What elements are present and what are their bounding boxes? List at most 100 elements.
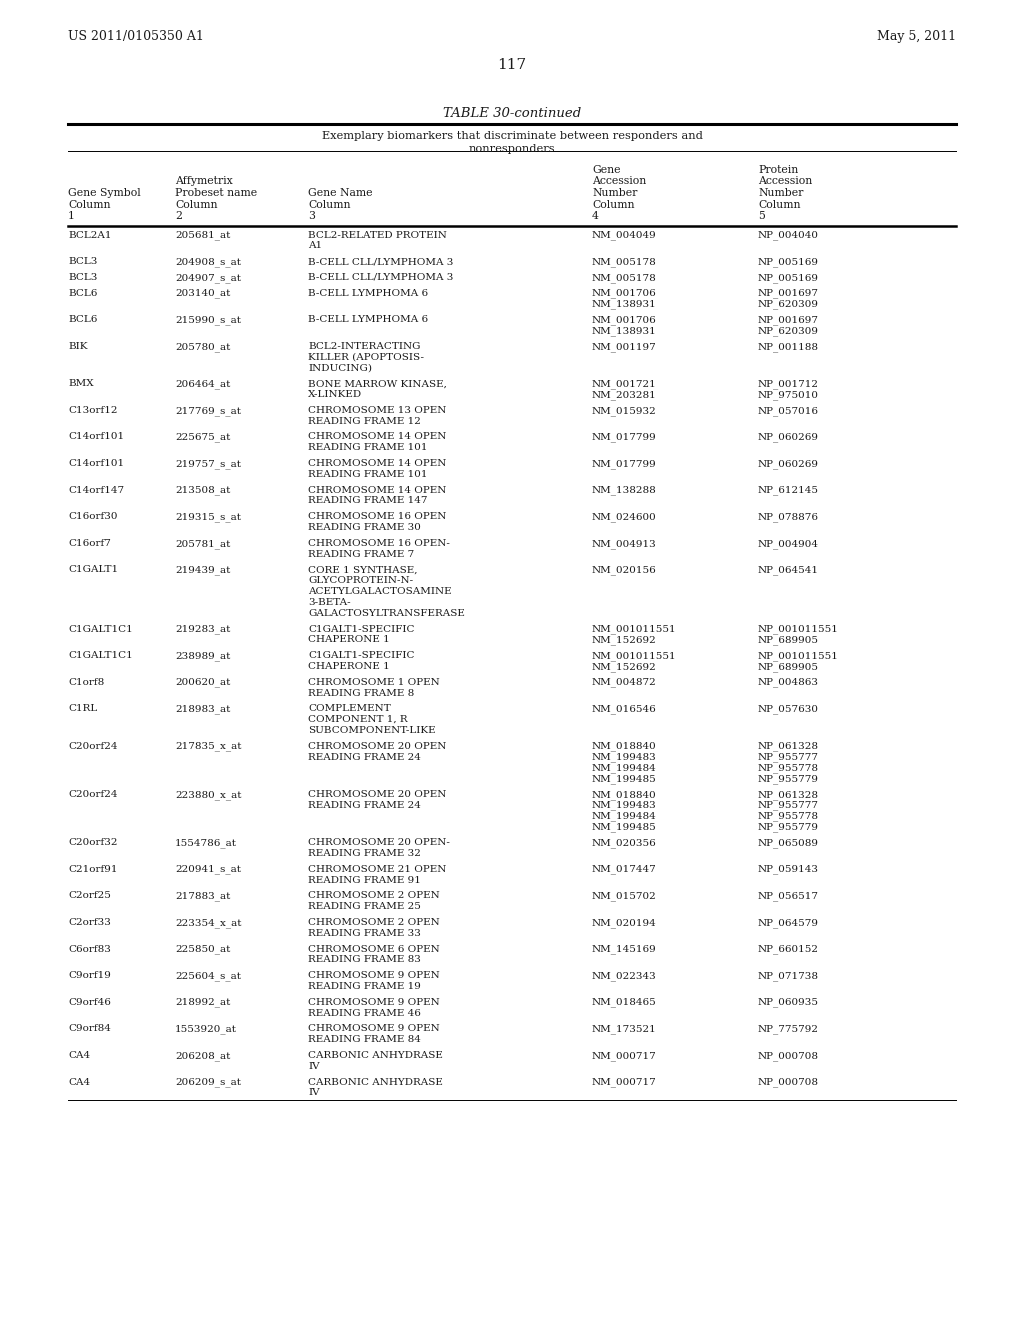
Text: 5: 5 [758,211,765,220]
Text: READING FRAME 24: READING FRAME 24 [308,752,421,762]
Text: C6orf83: C6orf83 [68,945,111,953]
Text: 4: 4 [592,211,599,220]
Text: GALACTOSYLTRANSFERASE: GALACTOSYLTRANSFERASE [308,609,465,618]
Text: SUBCOMPONENT-LIKE: SUBCOMPONENT-LIKE [308,726,435,735]
Text: IV: IV [308,1061,319,1071]
Text: NP_001011551: NP_001011551 [758,651,839,661]
Text: C16orf7: C16orf7 [68,539,111,548]
Text: NM_001011551: NM_001011551 [592,651,677,661]
Text: NM_020356: NM_020356 [592,838,656,847]
Text: C16orf30: C16orf30 [68,512,118,521]
Text: Gene: Gene [592,165,621,176]
Text: GLYCOPROTEIN-N-: GLYCOPROTEIN-N- [308,577,413,585]
Text: 217769_s_at: 217769_s_at [175,405,241,416]
Text: NP_620309: NP_620309 [758,326,819,335]
Text: C1orf8: C1orf8 [68,677,104,686]
Text: NM_005178: NM_005178 [592,273,656,282]
Text: NP_955779: NP_955779 [758,822,819,832]
Text: NM_138288: NM_138288 [592,486,656,495]
Text: NP_060269: NP_060269 [758,433,819,442]
Text: 2: 2 [175,211,182,220]
Text: INDUCING): INDUCING) [308,363,372,372]
Text: BCL6: BCL6 [68,289,97,298]
Text: C1GALT1-SPECIFIC: C1GALT1-SPECIFIC [308,624,415,634]
Text: READING FRAME 19: READING FRAME 19 [308,982,421,991]
Text: NP_955777: NP_955777 [758,752,819,762]
Text: READING FRAME 30: READING FRAME 30 [308,523,421,532]
Text: 223880_x_at: 223880_x_at [175,789,242,800]
Text: CHROMOSOME 16 OPEN: CHROMOSOME 16 OPEN [308,512,446,521]
Text: BIK: BIK [68,342,87,351]
Text: C1GALT1: C1GALT1 [68,565,118,574]
Text: NP_061328: NP_061328 [758,742,819,751]
Text: 205781_at: 205781_at [175,539,230,549]
Text: NP_057630: NP_057630 [758,705,819,714]
Text: NP_004904: NP_004904 [758,539,819,549]
Text: CHROMOSOME 2 OPEN: CHROMOSOME 2 OPEN [308,917,439,927]
Text: NM_001706: NM_001706 [592,289,656,298]
Text: READING FRAME 101: READING FRAME 101 [308,470,427,479]
Text: Column: Column [68,199,111,210]
Text: CA4: CA4 [68,1051,90,1060]
Text: C21orf91: C21orf91 [68,865,118,874]
Text: 3-BETA-: 3-BETA- [308,598,350,607]
Text: READING FRAME 147: READING FRAME 147 [308,496,427,506]
Text: C20orf24: C20orf24 [68,742,118,751]
Text: NP_689905: NP_689905 [758,635,819,645]
Text: NP_001011551: NP_001011551 [758,624,839,634]
Text: Column: Column [308,199,350,210]
Text: CHROMOSOME 9 OPEN: CHROMOSOME 9 OPEN [308,972,439,981]
Text: 219757_s_at: 219757_s_at [175,459,241,469]
Text: NP_000708: NP_000708 [758,1051,819,1060]
Text: NP_000708: NP_000708 [758,1077,819,1088]
Text: READING FRAME 101: READING FRAME 101 [308,444,427,453]
Text: Exemplary biomarkers that discriminate between responders and: Exemplary biomarkers that discriminate b… [322,131,702,141]
Text: CORE 1 SYNTHASE,: CORE 1 SYNTHASE, [308,565,418,574]
Text: NM_015702: NM_015702 [592,891,656,902]
Text: NM_017799: NM_017799 [592,459,656,469]
Text: 218992_at: 218992_at [175,998,230,1007]
Text: NP_001697: NP_001697 [758,315,819,325]
Text: 1553920_at: 1553920_at [175,1024,237,1034]
Text: 225604_s_at: 225604_s_at [175,972,241,981]
Text: NM_203281: NM_203281 [592,391,656,400]
Text: Number: Number [592,187,637,198]
Text: C2orf33: C2orf33 [68,917,111,927]
Text: CHROMOSOME 9 OPEN: CHROMOSOME 9 OPEN [308,998,439,1007]
Text: C9orf84: C9orf84 [68,1024,111,1034]
Text: CARBONIC ANHYDRASE: CARBONIC ANHYDRASE [308,1051,442,1060]
Text: NP_955777: NP_955777 [758,801,819,810]
Text: B-CELL LYMPHOMA 6: B-CELL LYMPHOMA 6 [308,289,428,298]
Text: CA4: CA4 [68,1077,90,1086]
Text: NM_022343: NM_022343 [592,972,656,981]
Text: READING FRAME 32: READING FRAME 32 [308,849,421,858]
Text: NP_620309: NP_620309 [758,300,819,309]
Text: NM_000717: NM_000717 [592,1051,656,1060]
Text: NM_152692: NM_152692 [592,661,656,672]
Text: nonresponders: nonresponders [469,144,555,154]
Text: CHROMOSOME 20 OPEN-: CHROMOSOME 20 OPEN- [308,838,450,847]
Text: 1554786_at: 1554786_at [175,838,237,847]
Text: NM_199485: NM_199485 [592,774,656,784]
Text: READING FRAME 83: READING FRAME 83 [308,956,421,965]
Text: C1GALT1C1: C1GALT1C1 [68,651,133,660]
Text: C1RL: C1RL [68,705,97,713]
Text: CHROMOSOME 20 OPEN: CHROMOSOME 20 OPEN [308,742,446,751]
Text: NP_004040: NP_004040 [758,231,819,240]
Text: NM_004872: NM_004872 [592,677,656,688]
Text: X-LINKED: X-LINKED [308,391,362,399]
Text: NP_660152: NP_660152 [758,945,819,954]
Text: CHAPERONE 1: CHAPERONE 1 [308,635,390,644]
Text: 206209_s_at: 206209_s_at [175,1077,241,1088]
Text: NM_017799: NM_017799 [592,433,656,442]
Text: NM_000717: NM_000717 [592,1077,656,1088]
Text: NP_056517: NP_056517 [758,891,819,902]
Text: Probeset name: Probeset name [175,187,257,198]
Text: B-CELL LYMPHOMA 6: B-CELL LYMPHOMA 6 [308,315,428,325]
Text: NM_020156: NM_020156 [592,565,656,576]
Text: C20orf24: C20orf24 [68,789,118,799]
Text: C14orf147: C14orf147 [68,486,124,495]
Text: NP_004863: NP_004863 [758,677,819,688]
Text: NM_199483: NM_199483 [592,752,656,762]
Text: Affymetrix: Affymetrix [175,177,232,186]
